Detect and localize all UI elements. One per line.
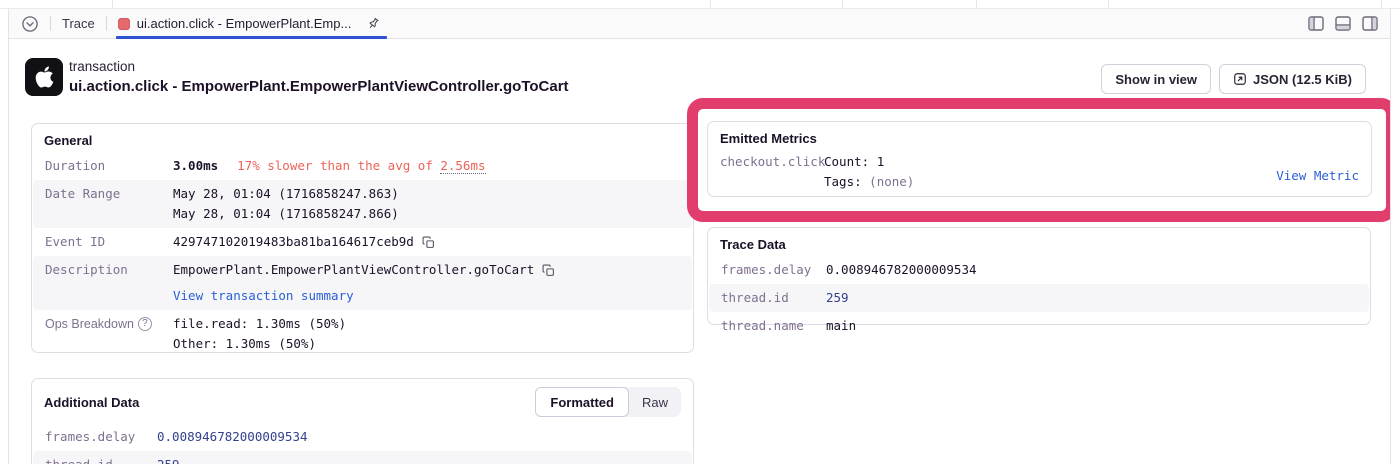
duration-value: 3.00ms: [173, 158, 219, 173]
column-divider: [710, 0, 711, 9]
metric-tags-value: (none): [869, 174, 915, 189]
transaction-detail-panel: transaction ui.action.click - EmpowerPla…: [8, 39, 1391, 464]
help-icon[interactable]: ?: [137, 317, 152, 331]
ops-breakdown-other: Other: 1.30ms (50%): [173, 336, 316, 351]
tab-transaction[interactable]: ui.action.click - EmpowerPlant.Emp...: [115, 9, 388, 39]
kv-row: frames.delay 0.008946782000009534: [45, 429, 308, 444]
slower-than-avg-note: 17% slower than the avg of 2.56ms: [237, 158, 486, 174]
kv-row-date-range: Date Range May 28, 01:04 (1716858247.863…: [33, 180, 692, 228]
transaction-color-chip-icon: [117, 17, 130, 30]
apple-platform-icon: [25, 58, 63, 96]
divider: [105, 16, 107, 31]
metric-name: checkout.click: [720, 154, 826, 169]
copy-icon[interactable]: [542, 264, 555, 277]
layout-left-icon[interactable]: [1308, 16, 1324, 31]
general-section: General Duration 3.00ms 17% slower than …: [31, 123, 694, 353]
date-range-start: May 28, 01:04 (1716858247.863): [173, 186, 399, 201]
column-divider: [1108, 0, 1109, 9]
additional-data-section: Additional Data Formatted Raw frames.del…: [31, 378, 694, 464]
column-divider: [1381, 0, 1382, 9]
copy-icon[interactable]: [422, 236, 435, 249]
formatted-raw-toggle: Formatted Raw: [535, 387, 681, 417]
event-type-label: transaction: [69, 59, 136, 74]
kv-row: frames.delay 0.008946782000009534: [721, 262, 977, 277]
date-range-end: May 28, 01:04 (1716858247.866): [173, 206, 399, 221]
description-value: EmpowerPlant.EmpowerPlantViewController.…: [173, 262, 535, 277]
metric-count-value: 1: [876, 154, 885, 169]
chevron-down-circle-icon[interactable]: [21, 15, 39, 33]
view-transaction-summary-link[interactable]: View transaction summary: [173, 288, 354, 303]
divider: [50, 16, 51, 31]
pin-icon[interactable]: [366, 16, 381, 31]
raw-toggle-option[interactable]: Raw: [641, 394, 668, 410]
column-divider: [112, 0, 113, 9]
tab-transaction-label: ui.action.click - EmpowerPlant.Emp...: [136, 16, 352, 31]
layout-right-icon[interactable]: [1362, 16, 1378, 31]
column-divider: [842, 0, 843, 9]
metric-row: checkout.click Count: 1 Tags: (none) Vie…: [720, 154, 1359, 189]
section-title: Trace Data: [720, 237, 786, 252]
formatted-toggle-option[interactable]: Formatted: [535, 387, 629, 417]
view-metric-link[interactable]: View Metric: [1276, 167, 1359, 183]
kv-row: thread.id 259: [33, 451, 692, 464]
show-in-view-button[interactable]: Show in view: [1101, 64, 1212, 94]
json-download-button[interactable]: JSON (12.5 KiB): [1219, 64, 1366, 94]
active-tab-underline: [115, 36, 388, 39]
emitted-metrics-section: Emitted Metrics checkout.click Count: 1 …: [707, 121, 1372, 197]
section-title: Additional Data: [44, 394, 140, 410]
ops-breakdown-file-read: file.read: 1.30ms (50%): [173, 316, 347, 331]
avg-duration-value[interactable]: 2.56ms: [440, 158, 486, 174]
external-link-icon: [1233, 72, 1247, 86]
kv-row: thread.id 259: [709, 284, 1369, 312]
kv-row-ops-breakdown: Ops Breakdown? file.read: 1.30ms (50%) O…: [33, 310, 692, 358]
kv-row-duration: Duration 3.00ms 17% slower than the avg …: [33, 152, 692, 180]
trace-data-section: Trace Data frames.delay 0.00894678200000…: [707, 227, 1371, 333]
column-divider: [976, 0, 977, 9]
drawer-tab-bar: Trace ui.action.click - EmpowerPlant.Emp…: [8, 9, 1391, 39]
kv-row: thread.name main: [721, 318, 857, 333]
section-title: Emitted Metrics: [720, 131, 817, 146]
tab-trace[interactable]: Trace: [62, 16, 95, 31]
page-title: ui.action.click - EmpowerPlant.EmpowerPl…: [69, 78, 569, 95]
kv-row-description: Description EmpowerPlant.EmpowerPlantVie…: [33, 256, 692, 310]
event-id-value: 429747102019483ba81ba164617ceb9d: [173, 234, 414, 249]
cropped-table-strip: [0, 0, 1400, 9]
section-title: General: [44, 133, 93, 148]
layout-bottom-icon[interactable]: [1335, 16, 1351, 31]
kv-row-event-id: Event ID 429747102019483ba81ba164617ceb9…: [33, 228, 692, 256]
